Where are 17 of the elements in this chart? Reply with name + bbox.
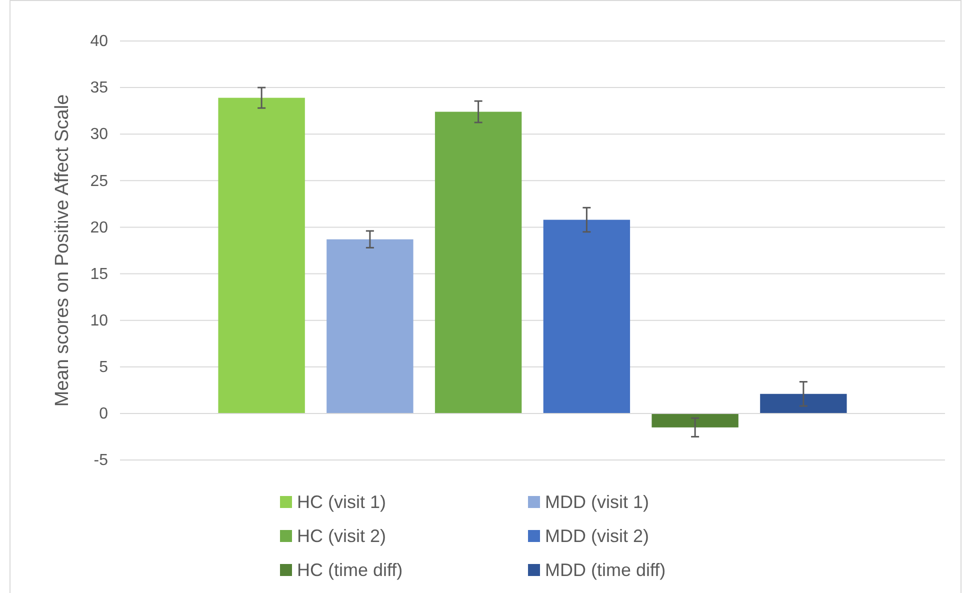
y-axis-title: Mean scores on Positive Affect Scale [52,94,73,407]
y-tick-label: 25 [90,172,108,190]
y-tick-label: 20 [90,219,108,236]
legend-label: MDD (visit 2) [545,526,649,546]
y-tick-label: 40 [90,33,108,50]
legend-label: HC (visit 2) [297,526,386,546]
legend-label: MDD (time diff) [545,560,666,580]
y-tick-label: 10 [90,312,108,330]
y-tick-label: 5 [99,359,108,376]
legend-label: HC (time diff) [297,560,403,580]
legend-label: MDD (visit 1) [545,492,649,512]
y-tick-label: 15 [90,266,108,283]
legend-label: HC (visit 1) [297,492,386,512]
y-tick-label: 35 [90,80,108,97]
y-tick-label: -5 [94,452,108,470]
y-tick-label: 30 [90,126,108,144]
y-tick-label: 0 [99,406,108,423]
